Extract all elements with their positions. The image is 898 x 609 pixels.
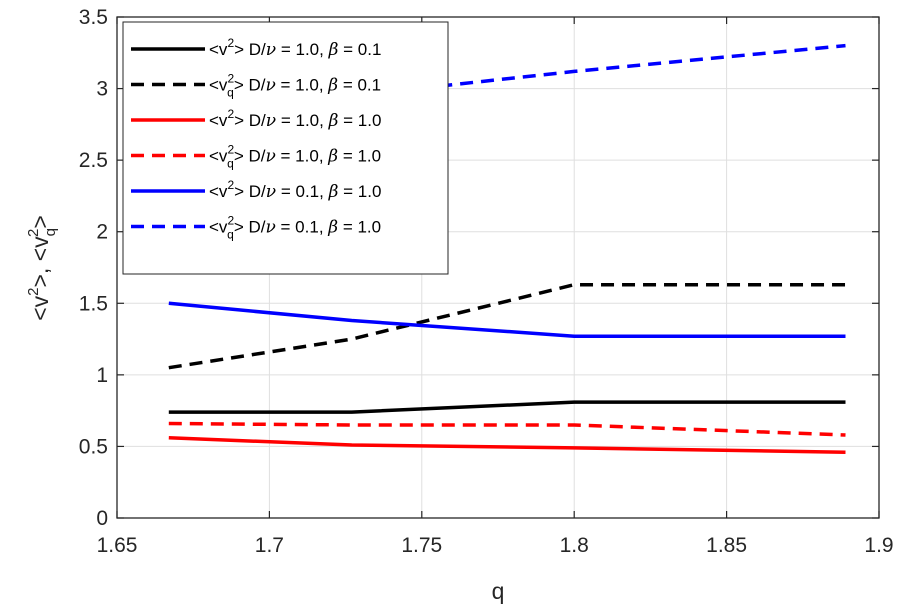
y-label-sup-a: 2 xyxy=(25,288,42,296)
y-tick-label: 0 xyxy=(96,507,108,530)
x-tick-label: 1.65 xyxy=(97,534,138,557)
legend-label: <v2 q> D/ν = 1.0, β = 1.0 xyxy=(209,143,381,171)
y-tick-label: 1.5 xyxy=(79,292,108,315)
y-tick-label: 1 xyxy=(96,364,108,387)
y-label-part-a: <v xyxy=(27,295,53,320)
legend-label: <v2 q> D/ν = 0.1, β = 1.0 xyxy=(209,214,381,242)
x-tick-label: 1.8 xyxy=(560,534,589,557)
series-line-5 xyxy=(168,301,846,338)
legend-sup: 2 xyxy=(227,107,234,121)
legend-entry-6: <v2 q> D/ν = 0.1, β = 1.0 xyxy=(131,214,381,242)
x-tick-label: 1.9 xyxy=(864,534,893,557)
x-tick-labels: 1.65 1.7 1.75 1.8 1.85 1.9 xyxy=(97,534,894,557)
legend-sub: q xyxy=(227,228,234,242)
legend-sub: q xyxy=(227,86,234,100)
plot-frame xyxy=(116,16,880,519)
y-tick-label: 2 xyxy=(96,221,108,244)
legend-sub: q xyxy=(227,157,234,171)
legend-sup: 2 xyxy=(227,214,234,228)
y-label-part-b: >, <v xyxy=(27,236,53,288)
y-tick-label: 2.5 xyxy=(79,149,108,172)
series-line-3 xyxy=(168,436,846,454)
legend-sup: 2 xyxy=(227,178,234,192)
y-tick-labels: 0 0.5 1 1.5 2 2.5 3 3.5 xyxy=(79,6,108,530)
x-axis-label: q xyxy=(492,578,505,604)
legend: <v2> D/ν = 1.0, β = 0.1 <v2 q> D/ν = 1.0, … xyxy=(122,21,449,275)
legend-entry-3: <v2> D/ν = 1.0, β = 1.0 xyxy=(131,107,381,131)
svg-text:<v2>, <vq2>: <v2>, <vq2> xyxy=(25,215,59,321)
legend-entry-5: <v2> D/ν = 0.1, β = 1.0 xyxy=(131,178,381,202)
legend-box xyxy=(122,21,449,275)
legend-sup: 2 xyxy=(227,72,234,86)
x-tick-label: 1.85 xyxy=(706,534,747,557)
tick-marks xyxy=(116,16,880,519)
legend-label: <v2> D/ν = 0.1, β = 1.0 xyxy=(209,178,381,202)
y-label-sup-b: 2 xyxy=(25,229,42,237)
series-line-4 xyxy=(168,421,846,437)
y-label-sub-b: q xyxy=(42,228,59,236)
legend-sup: 2 xyxy=(227,36,234,50)
series-line-1 xyxy=(168,400,846,414)
x-tick-label: 1.7 xyxy=(255,534,284,557)
legend-entry-4: <v2 q> D/ν = 1.0, β = 1.0 xyxy=(131,143,381,171)
legend-entry-1: <v2> D/ν = 1.0, β = 0.1 xyxy=(131,36,381,60)
series-line-2 xyxy=(168,282,846,370)
legend-sup: 2 xyxy=(227,143,234,157)
y-tick-label: 3.5 xyxy=(79,6,108,29)
legend-label: <v2 q> D/ν = 1.0, β = 0.1 xyxy=(209,72,381,100)
y-label-part-c: > xyxy=(27,215,53,228)
y-tick-label: 0.5 xyxy=(79,435,108,458)
legend-entry-2: <v2 q> D/ν = 1.0, β = 0.1 xyxy=(131,72,381,100)
y-tick-label: 3 xyxy=(96,78,108,101)
legend-label: <v2> D/ν = 1.0, β = 1.0 xyxy=(209,107,381,131)
x-tick-label: 1.75 xyxy=(401,534,442,557)
legend-label: <v2> D/ν = 1.0, β = 0.1 xyxy=(209,36,381,60)
y-axis-label: <v2>, <vq2> xyxy=(25,215,59,321)
